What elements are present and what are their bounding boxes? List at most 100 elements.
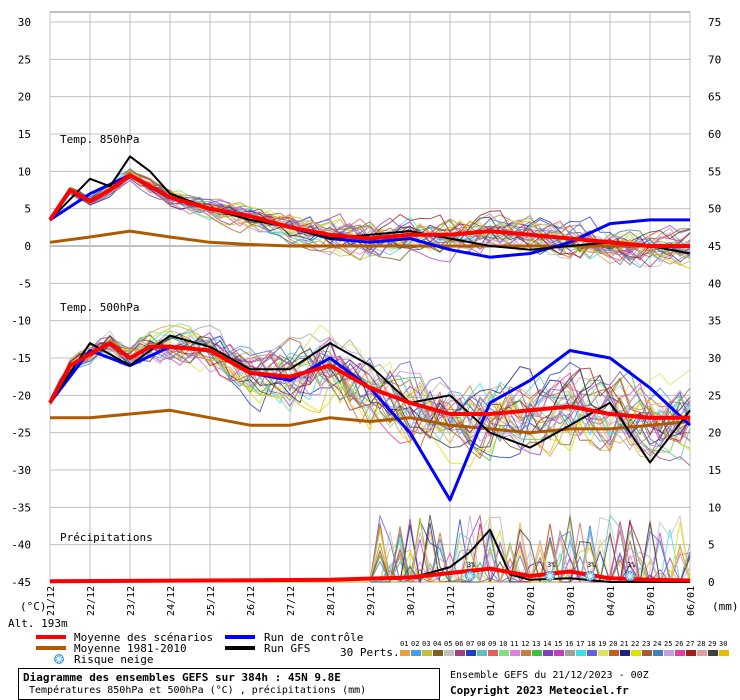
x-tick: 21/12 — [46, 586, 57, 616]
left-tick: -30 — [11, 464, 31, 477]
pert-number: 17 — [576, 640, 584, 648]
pert-swatch — [576, 650, 586, 656]
pert-line — [49, 342, 691, 442]
label-t850: Temp. 850hPa — [60, 133, 139, 146]
series-precip-run-gfs — [49, 528, 690, 583]
pert-swatch — [400, 650, 410, 656]
series-500hPa-moyenne-1981-2010 — [50, 408, 691, 435]
pert-swatch — [477, 650, 487, 656]
x-tick: 26/12 — [246, 586, 257, 616]
title-box: Diagramme des ensembles GEFS sur 384h : … — [18, 668, 440, 700]
pert-swatch — [598, 650, 608, 656]
pert-swatch — [499, 650, 509, 656]
pert-swatch — [686, 650, 696, 656]
right-tick: 20 — [708, 427, 721, 440]
pert-number: 25 — [664, 640, 672, 648]
left-tick: -20 — [11, 389, 31, 402]
pert-swatch — [697, 650, 707, 656]
pert-line — [49, 169, 691, 259]
pert-number: 30 — [719, 640, 727, 648]
pert-swatch — [455, 650, 465, 656]
left-tick: 0 — [24, 240, 31, 253]
pert-number: 11 — [510, 640, 518, 648]
pert-number: 26 — [675, 640, 683, 648]
left-tick: -10 — [11, 315, 31, 328]
credits-copyright: Copyright 2023 Meteociel.fr — [450, 684, 629, 697]
pert-swatch — [664, 650, 674, 656]
label-t500: Temp. 500hPa — [60, 301, 139, 314]
pert-swatch — [609, 650, 619, 656]
snowflake-icon: 3% — [625, 561, 636, 581]
left-axis-ticks: 30 25 20 15 10 5 0 -5 -10 -15 -20 -25 -30 -35 -40 -45 — [11, 16, 31, 589]
right-tick: 40 — [708, 277, 721, 290]
pert-line — [49, 173, 691, 260]
x-tick: 22/12 — [86, 586, 97, 616]
right-tick: 65 — [708, 91, 721, 104]
left-tick: -45 — [11, 576, 31, 589]
pert-swatch — [543, 650, 553, 656]
pert-swatch — [510, 650, 520, 656]
snowflake-icon: 3% — [545, 561, 556, 581]
snowflake-icon: 3% — [465, 561, 476, 581]
svg-text:3%: 3% — [547, 561, 556, 569]
pert-swatch — [433, 650, 443, 656]
altitude: Alt. 193m — [8, 617, 68, 630]
svg-text:3%: 3% — [587, 561, 596, 569]
right-tick: 35 — [708, 315, 721, 328]
pert-swatch — [411, 650, 421, 656]
x-tick: 03/01 — [566, 586, 577, 616]
right-unit: (mm) — [712, 600, 739, 613]
svg-text:3%: 3% — [627, 561, 636, 569]
x-tick: 29/12 — [366, 586, 377, 616]
left-tick: 25 — [18, 53, 31, 66]
pert-number: 19 — [598, 640, 606, 648]
pert-number: 16 — [565, 640, 573, 648]
legend-clim: Moyenne 1981-2010 — [74, 642, 187, 655]
left-tick: 20 — [18, 91, 31, 104]
pert-number: 14 — [543, 640, 551, 648]
right-tick: 30 — [708, 352, 721, 365]
pert-swatch — [466, 650, 476, 656]
pert-number: 24 — [653, 640, 661, 648]
left-tick: -25 — [11, 427, 31, 440]
snowflake-icon: 3% — [585, 561, 596, 581]
right-tick: 50 — [708, 203, 721, 216]
pert-number: 23 — [642, 640, 650, 648]
pert-swatch — [521, 650, 531, 656]
snow-risk-markers: 3% 3% 3% 3% — [465, 561, 636, 581]
pert-number: 01 — [400, 640, 408, 648]
chart-grid — [49, 11, 691, 583]
left-tick: -40 — [11, 539, 31, 552]
right-tick: 5 — [708, 539, 715, 552]
credits-run: Ensemble GEFS du 21/12/2023 - 00Z — [450, 670, 649, 681]
x-axis-ticks: 21/12 22/12 23/12 24/12 25/12 26/12 27/12 28/12… — [46, 586, 697, 616]
series-850hPa-moyenne-des-sc-narios — [48, 173, 690, 248]
left-tick: 10 — [18, 165, 31, 178]
x-tick: 24/12 — [166, 586, 177, 616]
right-tick: 60 — [708, 128, 721, 141]
pert-swatch — [631, 650, 641, 656]
pert-number: 09 — [488, 640, 496, 648]
left-tick: 30 — [18, 16, 31, 29]
legend-perts-label: 30 Perts. — [340, 646, 400, 659]
right-tick: 0 — [708, 576, 715, 589]
pert-number: 07 — [466, 640, 474, 648]
left-tick: -15 — [11, 352, 31, 365]
pert-swatch — [587, 650, 597, 656]
pert-line — [49, 335, 691, 443]
x-tick: 28/12 — [326, 586, 337, 616]
title-line2: Températures 850hPa et 500hPa (°C) , pré… — [29, 685, 367, 696]
right-tick: 10 — [708, 501, 721, 514]
pert-number: 27 — [686, 640, 694, 648]
pert-number: 03 — [422, 640, 430, 648]
right-tick: 15 — [708, 464, 721, 477]
legend-snow: Risque neige — [74, 653, 153, 666]
x-tick: 02/01 — [526, 586, 537, 616]
pert-number: 21 — [620, 640, 628, 648]
pert-number: 12 — [521, 640, 529, 648]
pert-swatch — [488, 650, 498, 656]
pert-swatch — [620, 650, 630, 656]
pert-swatch — [719, 650, 729, 656]
